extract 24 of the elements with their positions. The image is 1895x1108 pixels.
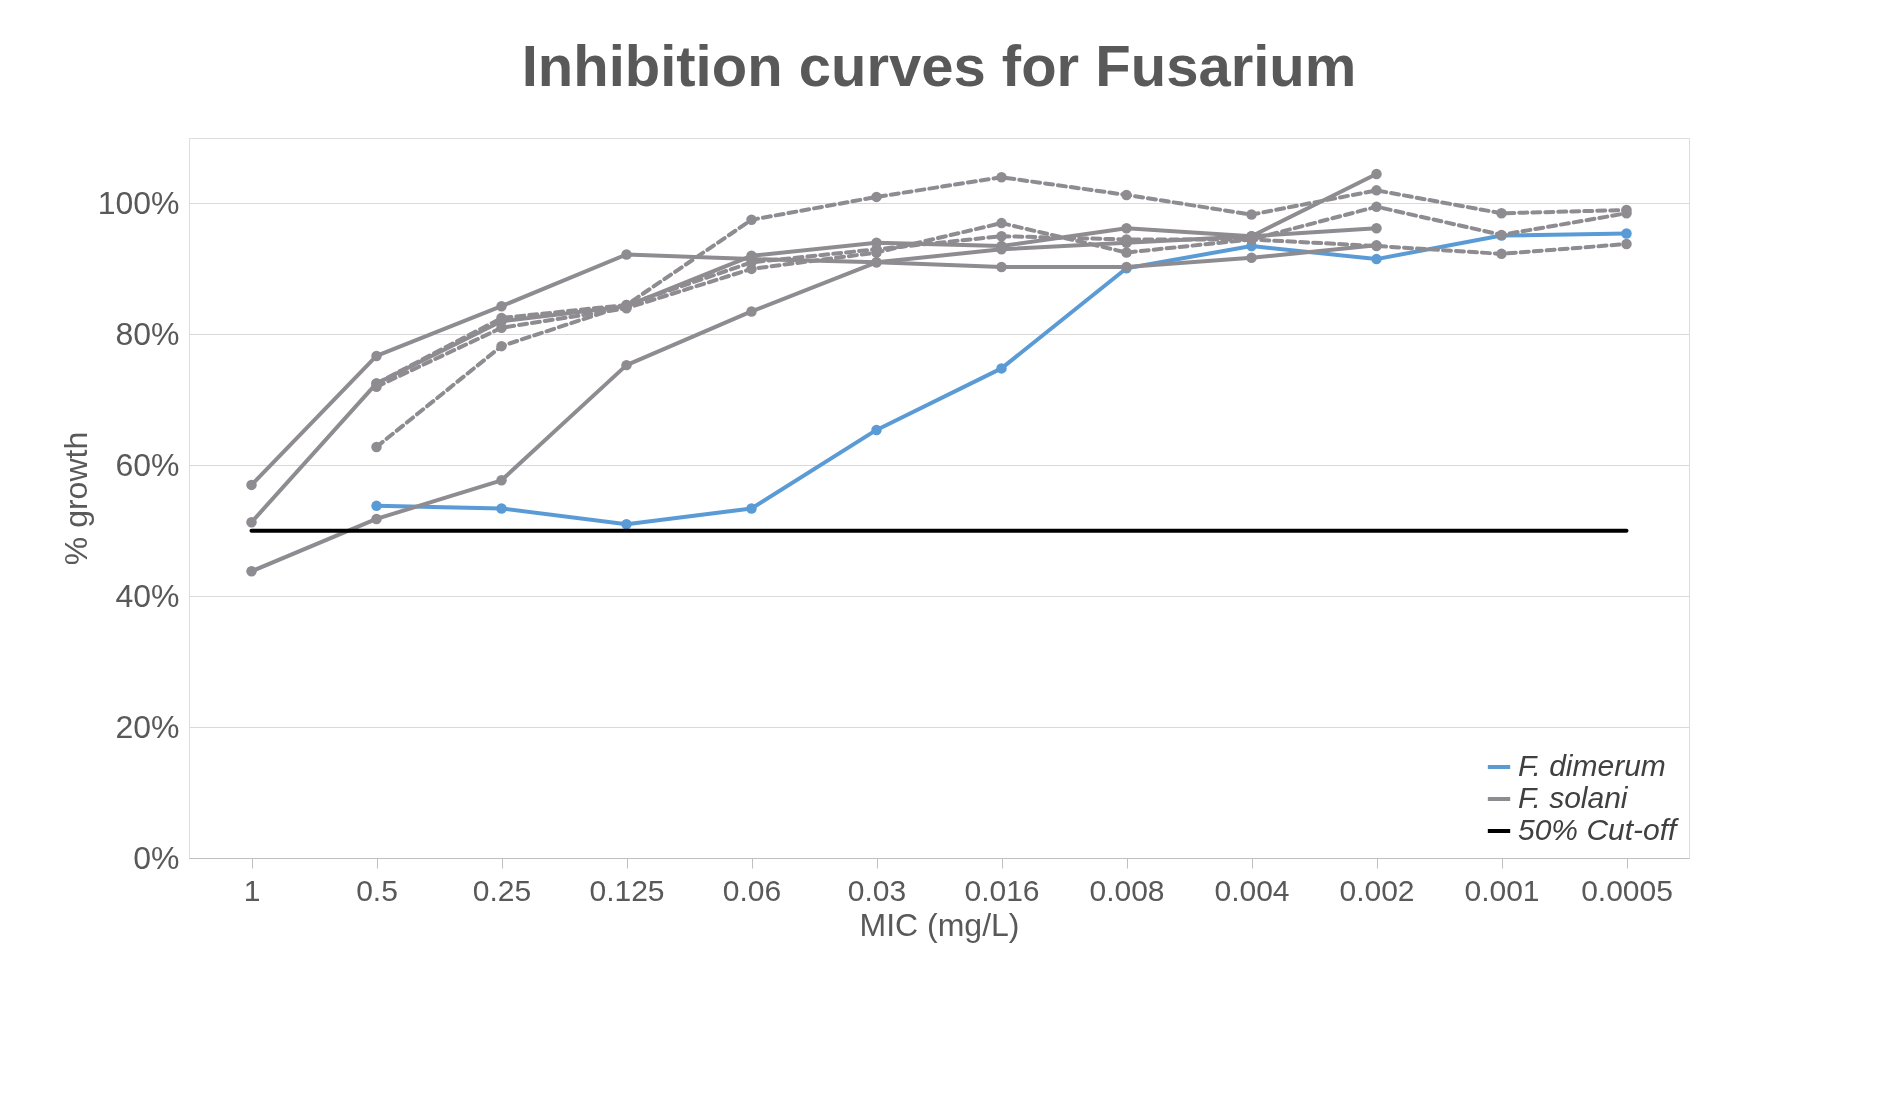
y-tick-label: 100% <box>97 184 180 221</box>
y-tick-label: 20% <box>115 708 180 745</box>
legend-label: 50% Cut-off <box>1518 813 1680 846</box>
x-tick-label: 0.016 <box>964 873 1040 907</box>
x-axis-title: MIC (mg/L) <box>859 906 1020 943</box>
y-tick-label: 60% <box>115 446 180 483</box>
y-axis-title: % growth <box>57 431 94 566</box>
x-tick-label: 0.008 <box>1089 873 1165 907</box>
y-tick-label: 40% <box>115 577 180 614</box>
chart-title: Inhibition curves for Fusarium <box>521 33 1357 98</box>
x-tick-label: 0.001 <box>1464 873 1540 907</box>
x-tick-label: 0.06 <box>722 873 782 907</box>
x-tick-label: 0.004 <box>1214 873 1290 907</box>
x-tick-label: 0.03 <box>847 873 907 907</box>
y-tick-label: 80% <box>115 315 180 352</box>
legend-label: F. dimerum <box>1518 749 1666 782</box>
x-tick-label: 0.25 <box>472 873 532 907</box>
x-tick-label: 0.002 <box>1339 873 1415 907</box>
legend-label: F. solani <box>1518 781 1629 814</box>
x-tick-label: 1 <box>243 873 261 907</box>
x-tick-label: 0.5 <box>356 873 398 907</box>
y-tick-label: 0% <box>133 839 180 876</box>
x-tick-label: 0.0005 <box>1581 873 1673 907</box>
x-tick-label: 0.125 <box>589 873 665 907</box>
